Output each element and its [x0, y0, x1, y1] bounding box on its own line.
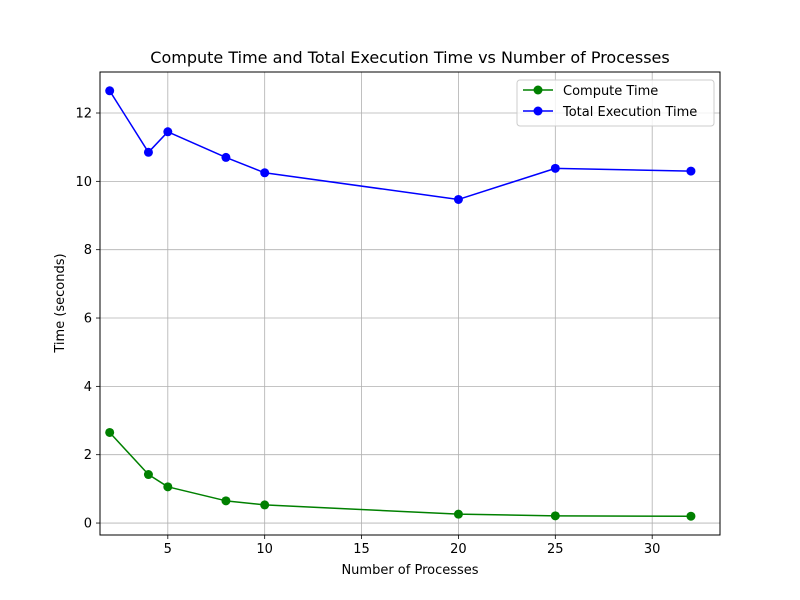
series-line-total-execution-time: [109, 90, 691, 201]
data-point-total-execution-time: [221, 152, 231, 162]
data-point-compute-time: [550, 511, 560, 521]
legend: Compute Time Total Execution Time: [516, 79, 715, 127]
data-point-compute-time: [686, 511, 696, 521]
x-tick-label: 5: [164, 542, 172, 557]
data-point-compute-time: [453, 509, 463, 519]
x-axis-label: Number of Processes: [341, 563, 478, 578]
grid-lines: [100, 72, 720, 535]
y-tick-label: 8: [84, 243, 92, 258]
data-point-total-execution-time: [105, 86, 115, 96]
y-tick-label: 0: [84, 517, 92, 532]
data-point-total-execution-time: [686, 166, 696, 176]
x-axis-ticks: 5 10 15 20 25 30: [164, 535, 661, 557]
y-tick-label: 10: [75, 175, 92, 190]
legend-marker-total-execution-time: [533, 106, 543, 116]
y-axis-label: Time (seconds): [53, 253, 68, 353]
x-tick-label: 30: [644, 542, 661, 557]
data-point-compute-time: [105, 427, 115, 437]
y-tick-label: 12: [75, 107, 92, 122]
data-point-compute-time: [143, 470, 153, 480]
legend-label-compute-time: Compute Time: [563, 84, 658, 99]
x-tick-label: 15: [353, 542, 370, 557]
legend-marker-compute-time: [533, 85, 543, 95]
y-tick-label: 6: [84, 312, 92, 327]
legend-box: [516, 79, 715, 127]
data-point-total-execution-time: [163, 127, 173, 137]
x-tick-label: 25: [547, 542, 564, 557]
data-point-compute-time: [221, 496, 231, 506]
data-point-compute-time: [163, 482, 173, 492]
chart-title: Compute Time and Total Execution Time vs…: [150, 48, 669, 67]
data-point-compute-time: [260, 500, 270, 510]
data-point-total-execution-time: [550, 163, 560, 173]
y-axis-ticks: 0 2 4 6 8 10 12: [75, 107, 100, 532]
y-tick-label: 4: [84, 380, 92, 395]
data-point-total-execution-time: [143, 147, 153, 157]
series-layer: [105, 86, 696, 521]
plot-frame: [99, 71, 721, 536]
data-point-total-execution-time: [453, 194, 463, 204]
x-tick-label: 20: [450, 542, 467, 557]
y-tick-label: 2: [84, 448, 92, 463]
data-point-total-execution-time: [260, 168, 270, 178]
x-tick-label: 10: [256, 542, 273, 557]
legend-label-total-execution-time: Total Execution Time: [562, 105, 697, 120]
